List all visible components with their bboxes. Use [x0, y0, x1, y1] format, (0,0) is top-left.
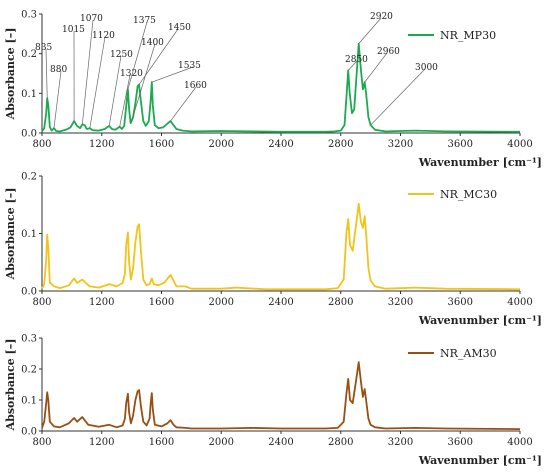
peak-label: 1660	[184, 81, 207, 91]
y-tick-label: 0.0	[21, 427, 37, 438]
peak-leader-line	[151, 66, 194, 83]
peak-leader-line	[119, 74, 131, 127]
x-tick-label: 1200	[89, 139, 114, 150]
x-tick-label: 1600	[149, 437, 174, 448]
y-tick-label: 0.1	[21, 229, 37, 240]
x-tick-label: 2400	[268, 139, 293, 150]
x-tick-label: 4000	[507, 139, 532, 150]
x-tick-label: 2800	[328, 139, 353, 150]
peak-leader-line	[358, 17, 382, 44]
peak-leader-line	[370, 68, 426, 126]
y-tick-label: 0.1	[21, 396, 37, 407]
x-axis-title: Wavenumber [cm⁻¹]	[418, 314, 542, 327]
x-tick-label: 3200	[388, 139, 413, 150]
peak-label: 880	[50, 65, 67, 75]
x-tick-label: 3600	[448, 297, 473, 308]
legend-label: NR_MP30	[440, 29, 496, 42]
peak-label: 835	[35, 43, 52, 53]
x-tick-label: 4000	[507, 297, 532, 308]
peak-label: 2960	[377, 47, 400, 57]
peak-label: 2920	[370, 12, 393, 22]
x-tick-label: 3600	[448, 139, 473, 150]
x-tick-label: 1200	[89, 437, 114, 448]
peak-label: 2850	[345, 55, 368, 65]
peak-leader-line	[127, 21, 148, 90]
peak-label: 1015	[62, 25, 85, 35]
x-tick-label: 3600	[448, 437, 473, 448]
x-tick-label: 1600	[149, 297, 174, 308]
x-tick-label: 2000	[209, 437, 234, 448]
y-axis-title: Absorbance [–]	[4, 188, 17, 281]
x-tick-label: 2800	[328, 297, 353, 308]
y-axis-title: Absorbance [–]	[4, 339, 17, 432]
x-tick-label: 800	[32, 297, 51, 308]
peak-label: 1450	[168, 23, 191, 33]
peak-label: 1375	[133, 16, 156, 26]
peak-label: 1070	[80, 14, 103, 24]
x-tick-label: 2400	[268, 297, 293, 308]
x-tick-label: 2400	[268, 437, 293, 448]
x-tick-label: 2000	[209, 139, 234, 150]
peak-leader-line	[108, 55, 122, 126]
y-tick-label: 0.3	[21, 334, 37, 345]
x-tick-label: 4000	[507, 437, 532, 448]
peak-leader-line	[89, 36, 106, 129]
y-tick-label: 0.0	[21, 129, 37, 140]
y-tick-label: 0.2	[21, 365, 37, 376]
peak-leader-line	[138, 28, 179, 85]
y-axis-title: Absorbance [–]	[4, 28, 17, 121]
y-tick-label: 0.3	[21, 10, 37, 21]
x-tick-label: 3200	[388, 437, 413, 448]
x-tick-label: 2800	[328, 437, 353, 448]
y-tick-label: 0.2	[21, 172, 37, 183]
peak-label: 1400	[141, 38, 164, 48]
x-tick-label: 800	[32, 139, 51, 150]
peak-label: 3000	[415, 63, 438, 73]
peak-leader-line	[364, 52, 388, 83]
x-tick-label: 800	[32, 437, 51, 448]
series-line-NR_MC30	[41, 202, 521, 291]
spectrum-panel-3: 0.0 0.1 0.2 0.3 800 1200 1600 2000 2400 2800 3200 3…	[4, 334, 542, 468]
peak-leader-line	[131, 43, 156, 122]
x-tick-label: 1200	[89, 297, 114, 308]
peak-label: 1320	[120, 69, 143, 79]
x-axis-title: Wavenumber [cm⁻¹]	[418, 454, 542, 467]
y-tick-label: 0.1	[21, 89, 37, 100]
legend-label: NR_AM30	[440, 347, 497, 360]
spectrum-panel-1: 0.0 0.1 0.2 0.3 800 1200 1600 2000 2400 2800 3200 3…	[4, 10, 542, 170]
peak-leader-line	[81, 19, 94, 125]
y-tick-label: 0.0	[21, 287, 37, 298]
x-tick-label: 2000	[209, 297, 234, 308]
peak-label: 1120	[92, 31, 115, 41]
spectrum-panel-2: 0.0 0.1 0.2 800 1200 1600 2000 2400 2800 3200 3600…	[4, 172, 542, 328]
x-axis-title: Wavenumber [cm⁻¹]	[418, 156, 542, 169]
x-tick-label: 3200	[388, 297, 413, 308]
peak-leader-line	[53, 70, 62, 129]
peak-leader-line	[347, 60, 358, 71]
series-line-NR_AM30	[41, 361, 521, 430]
peak-label: 1535	[178, 61, 201, 71]
legend-label: NR_MC30	[440, 188, 497, 201]
x-tick-label: 1600	[149, 139, 174, 150]
peak-label: 1250	[110, 50, 133, 60]
peak-leader-line	[170, 86, 197, 122]
series-line-NR_MP30	[41, 42, 521, 133]
peak-leader-line	[45, 48, 48, 99]
y-tick-label: 0.2	[21, 49, 37, 60]
